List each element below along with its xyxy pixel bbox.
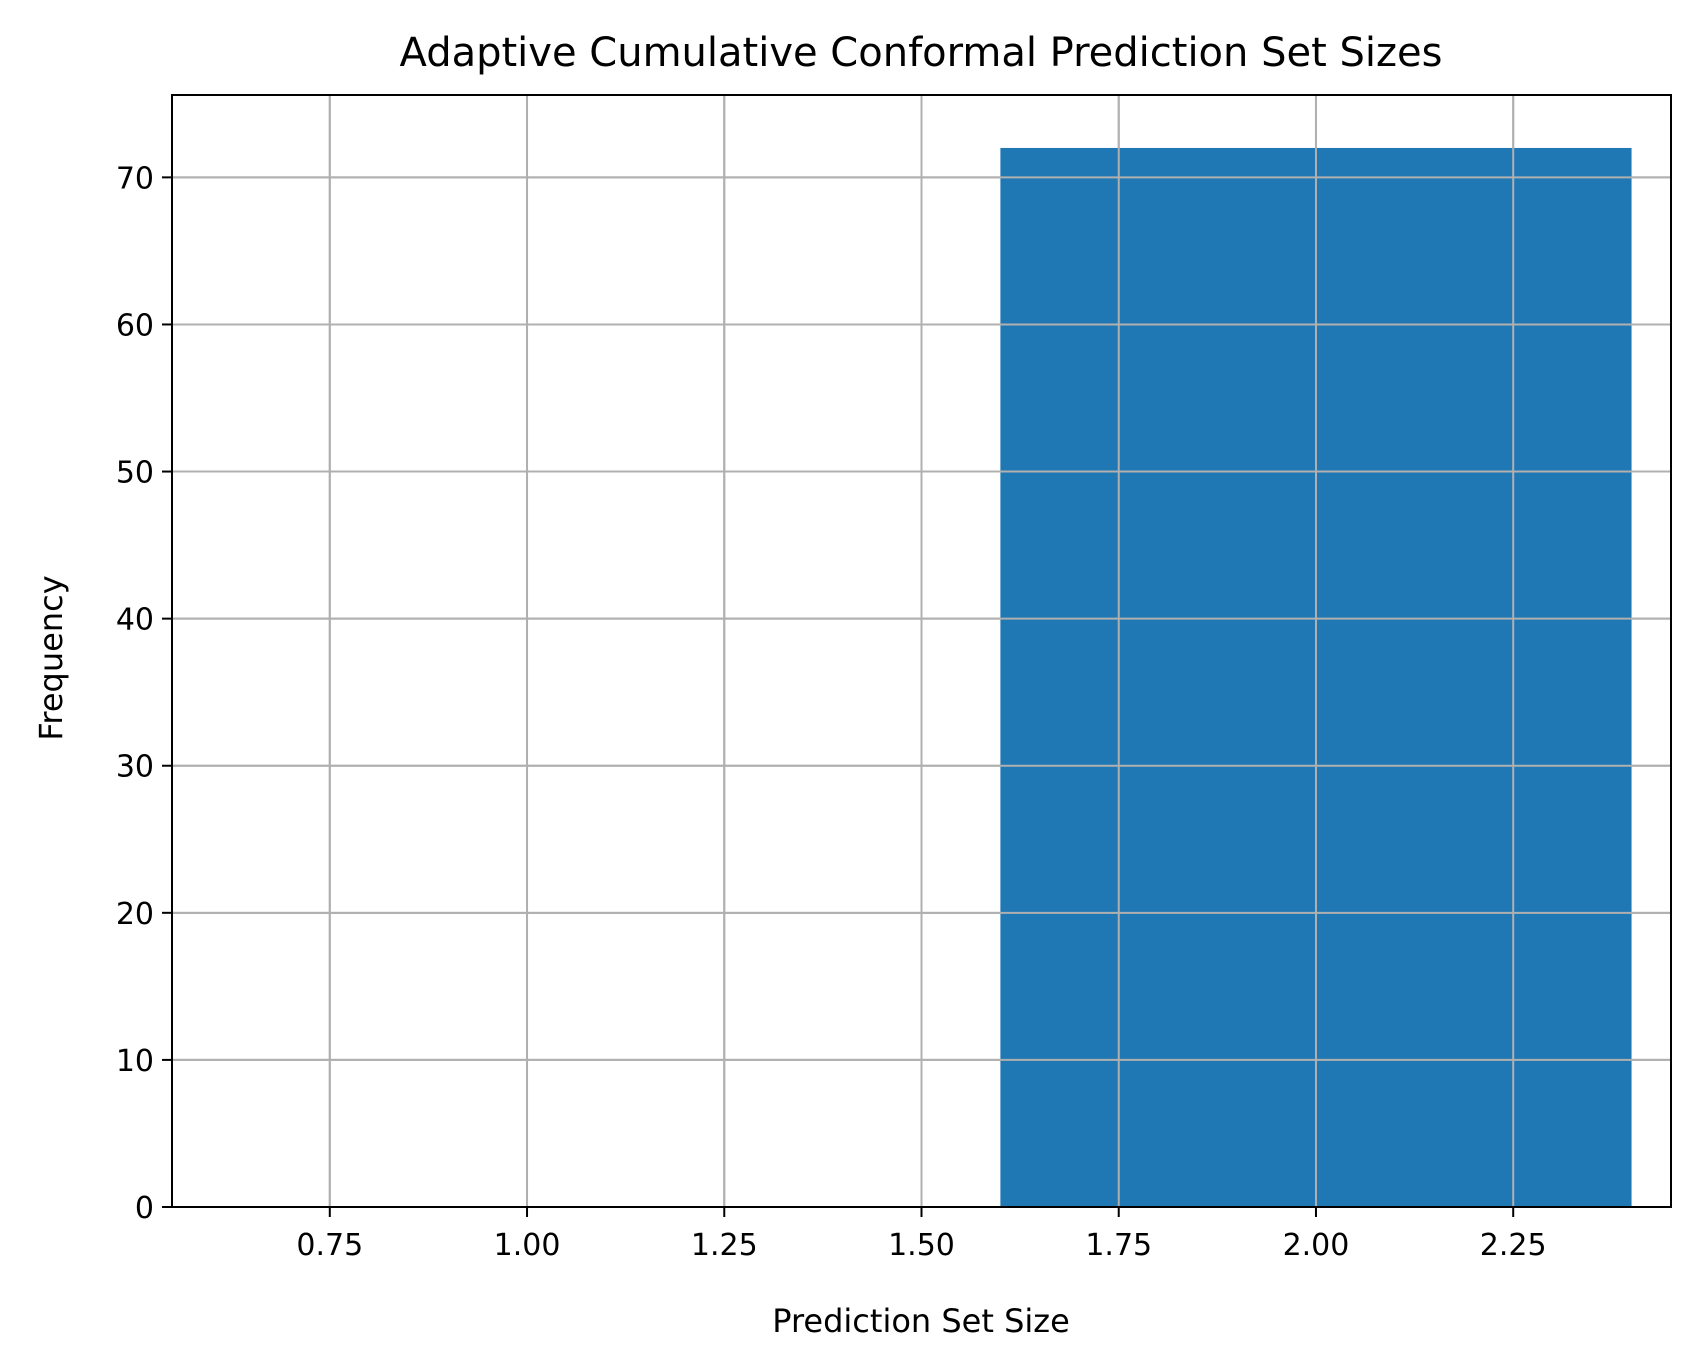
y-tick-label: 10 <box>116 1044 154 1079</box>
x-axis-title: Prediction Set Size <box>772 1302 1070 1340</box>
y-tick-label: 0 <box>135 1191 154 1226</box>
x-tick-label: 0.75 <box>296 1228 363 1263</box>
x-tick-label: 2.25 <box>1480 1228 1547 1263</box>
x-axis-ticks: 0.75 1.00 1.25 1.50 1.75 2.00 2.25 <box>296 1207 1547 1263</box>
y-tick-label: 50 <box>116 456 154 491</box>
x-tick-label: 1.75 <box>1085 1228 1152 1263</box>
x-tick-label: 1.00 <box>494 1228 561 1263</box>
y-tick-label: 70 <box>116 161 154 196</box>
x-tick-label: 2.00 <box>1283 1228 1350 1263</box>
y-tick-label: 20 <box>116 897 154 932</box>
x-tick-label: 1.25 <box>691 1228 758 1263</box>
y-tick-label: 30 <box>116 750 154 785</box>
y-tick-label: 40 <box>116 603 154 638</box>
chart-title: Adaptive Cumulative Conformal Prediction… <box>400 30 1443 76</box>
y-axis-ticks: 0 10 20 30 40 50 60 70 <box>116 161 172 1226</box>
y-tick-label: 60 <box>116 308 154 343</box>
x-tick-label: 1.50 <box>888 1228 955 1263</box>
y-axis-title: Frequency <box>32 575 70 740</box>
